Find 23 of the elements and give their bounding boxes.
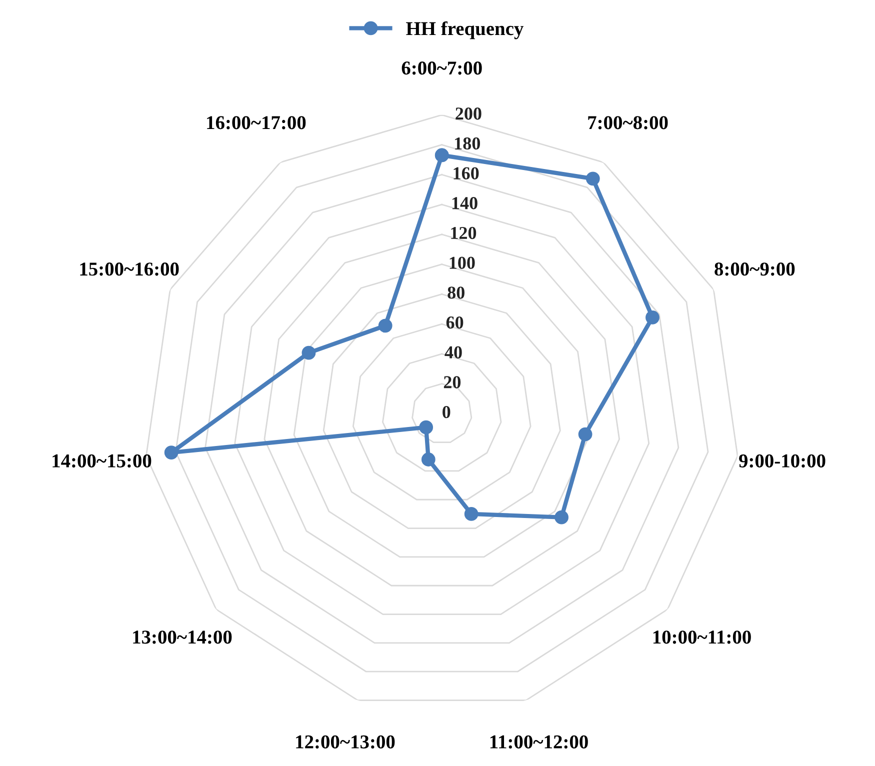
y-tick-label: 60 xyxy=(446,316,464,329)
spoke-label: 9:00-10:00 xyxy=(739,454,826,468)
spoke-label: 10:00~11:00 xyxy=(653,630,751,644)
y-tick-label: 160 xyxy=(454,167,479,180)
y-tick-label: 0 xyxy=(442,406,450,418)
legend-label: HH frequency xyxy=(406,21,524,40)
y-tick-label: 140 xyxy=(452,197,478,210)
spoke-label: 16:00~17:00 xyxy=(207,116,306,130)
spoke-label: 14:00~15:00 xyxy=(52,454,152,468)
spoke-label: 6:00~7:00 xyxy=(402,62,482,75)
spoke-label: 7:00~8:00 xyxy=(588,116,668,130)
y-tick-label: 120 xyxy=(451,226,476,240)
spoke-label: 11:00~12:00 xyxy=(490,735,588,749)
y-tick-label: 80 xyxy=(448,286,464,299)
spoke-label: 13:00~14:00 xyxy=(133,630,232,644)
spoke-label: 15:00~16:00 xyxy=(80,262,179,276)
y-tick-label: 180 xyxy=(455,137,480,150)
y-tick-label: 100 xyxy=(450,256,475,269)
y-tick-label: 20 xyxy=(444,376,461,388)
spoke-label: 12:00~13:00 xyxy=(296,735,395,749)
y-tick-label: 200 xyxy=(456,108,482,120)
y-tick-label: 40 xyxy=(444,346,462,358)
spoke-label: 8:00~9:00 xyxy=(714,262,795,276)
